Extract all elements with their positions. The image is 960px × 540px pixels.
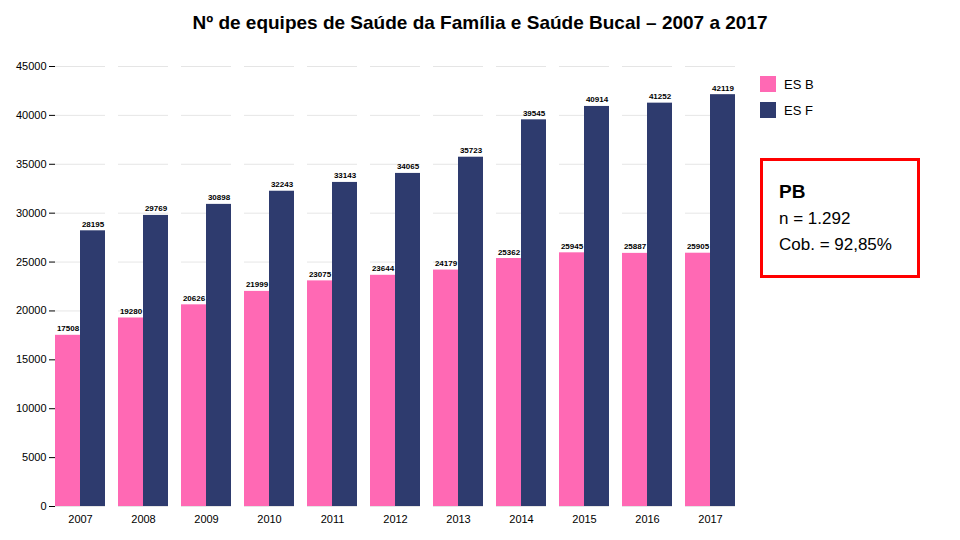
svg-text:2013: 2013 [446, 513, 470, 525]
svg-text:20626: 20626 [183, 294, 206, 303]
html-text:PB: PB [779, 181, 806, 202]
svg-text:23644: 23644 [372, 264, 395, 273]
svg-text:2015: 2015 [572, 513, 596, 525]
html-text:Nº de equipes de Saúde da Famí: Nº de equipes de Saúde da Família e Saúd… [192, 12, 768, 33]
svg-text:25000: 25000 [16, 256, 47, 268]
html-text:ES F: ES F [784, 102, 813, 118]
svg-text:20000: 20000 [16, 304, 47, 316]
svg-text:25887: 25887 [624, 242, 647, 251]
svg-text:0: 0 [40, 500, 46, 512]
svg-text:42119: 42119 [712, 84, 734, 93]
svg-text:21999: 21999 [246, 280, 269, 289]
svg-text:40000: 40000 [16, 109, 47, 121]
svg-text:30898: 30898 [208, 193, 231, 202]
svg-text:2008: 2008 [131, 513, 155, 525]
html-text:ES B: ES B [784, 76, 814, 92]
svg-text:23075: 23075 [309, 270, 332, 279]
svg-text:25362: 25362 [498, 248, 521, 257]
svg-text:2007: 2007 [68, 513, 92, 525]
svg-text:33143: 33143 [334, 171, 357, 180]
svg-text:32243: 32243 [271, 180, 294, 189]
svg-text:2011: 2011 [321, 513, 345, 525]
svg-text:2017: 2017 [698, 513, 722, 525]
svg-text:39545: 39545 [523, 109, 546, 118]
svg-text:25905: 25905 [687, 242, 710, 251]
svg-text:25945: 25945 [561, 242, 584, 251]
svg-text:45000: 45000 [16, 60, 47, 72]
svg-text:28195: 28195 [82, 220, 105, 229]
svg-text:2016: 2016 [635, 513, 659, 525]
svg-text:41252: 41252 [649, 92, 672, 101]
svg-text:2014: 2014 [509, 513, 533, 525]
svg-text:35000: 35000 [16, 158, 47, 170]
svg-text:35723: 35723 [460, 146, 483, 155]
svg-text:19280: 19280 [120, 307, 143, 316]
svg-text:30000: 30000 [16, 207, 47, 219]
html-text:Cob. = 92,85%: Cob. = 92,85% [779, 235, 892, 254]
svg-text:5000: 5000 [22, 451, 46, 463]
svg-text:15000: 15000 [16, 353, 47, 365]
svg-text:29769: 29769 [145, 204, 168, 213]
svg-text:2009: 2009 [194, 513, 218, 525]
svg-text:2010: 2010 [257, 513, 281, 525]
html-text:n = 1.292: n = 1.292 [779, 209, 851, 228]
svg-text:17508: 17508 [57, 324, 80, 333]
svg-text:10000: 10000 [16, 402, 47, 414]
svg-text:34065: 34065 [397, 162, 420, 171]
svg-text:24179: 24179 [435, 259, 458, 268]
svg-text:2012: 2012 [383, 513, 407, 525]
svg-text:40914: 40914 [586, 95, 609, 104]
